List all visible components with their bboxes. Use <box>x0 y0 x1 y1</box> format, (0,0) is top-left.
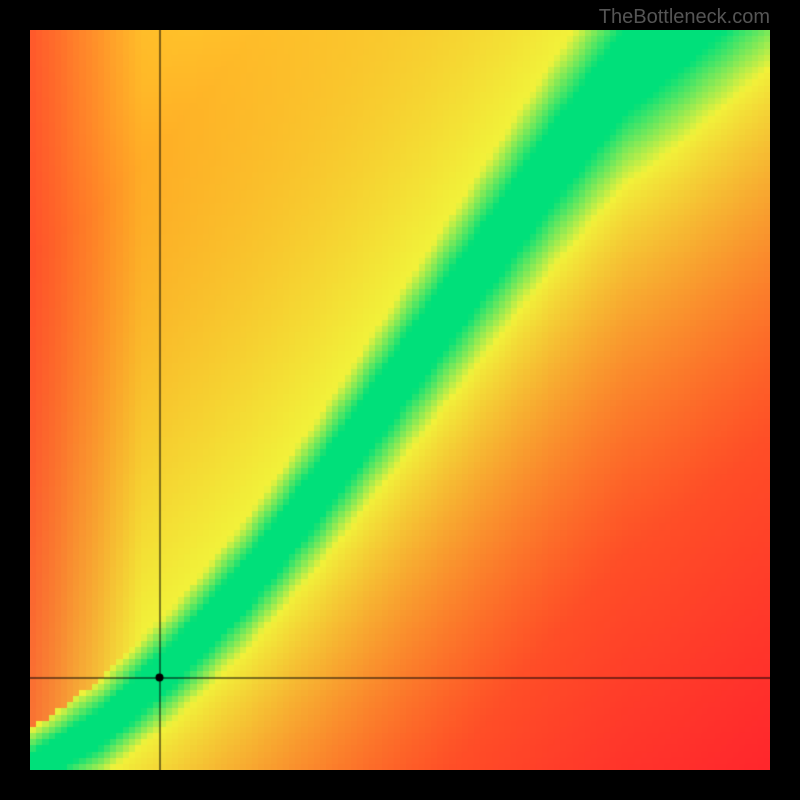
watermark-text: TheBottleneck.com <box>599 6 770 29</box>
bottleneck-heatmap <box>30 30 770 770</box>
figure-container: TheBottleneck.com <box>0 0 800 800</box>
